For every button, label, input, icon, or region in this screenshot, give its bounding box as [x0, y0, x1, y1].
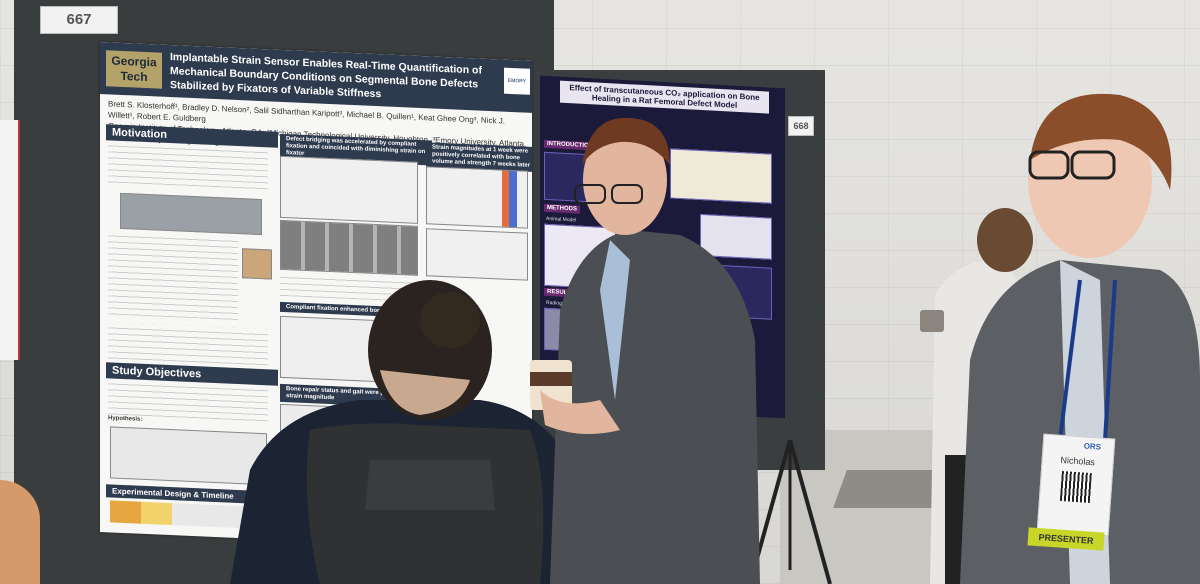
correlation-chart: [426, 166, 528, 229]
board-number-right: 668: [788, 116, 814, 136]
presenter-man-cup: [530, 117, 760, 584]
foreground-shoulder: [0, 480, 40, 584]
strain-curves-chart: [280, 155, 418, 224]
name-badge: ORS Nicholas: [1036, 433, 1116, 537]
badge-name: Nicholas: [1060, 454, 1096, 468]
georgia-tech-logo: Georgia Tech: [106, 50, 162, 89]
emory-logo: EMORY: [504, 67, 530, 95]
background-text: [108, 234, 238, 321]
hypothesis-label: Hypothesis:: [108, 415, 143, 423]
xray-figure: [120, 192, 262, 236]
attendee-woman-backpack: [230, 280, 600, 584]
poster-right-title: Effect of transcutaneous CO₂ application…: [560, 80, 769, 114]
motivation-text: [108, 142, 268, 190]
adjacent-poster-edge: [0, 120, 20, 360]
board-number-left: 667: [40, 6, 118, 34]
attendee-man-right: [960, 93, 1200, 584]
badge-org: ORS: [1083, 441, 1102, 452]
badge-qr-code: [1059, 470, 1092, 504]
